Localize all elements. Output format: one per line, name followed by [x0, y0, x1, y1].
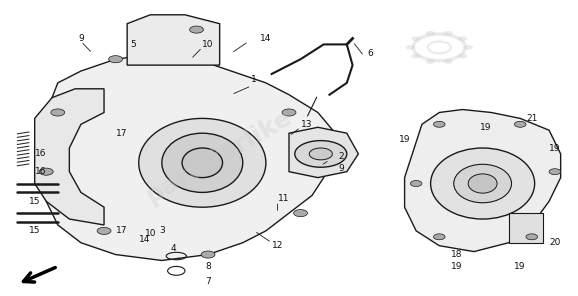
- Ellipse shape: [431, 148, 535, 219]
- Text: 3: 3: [159, 226, 165, 235]
- Polygon shape: [35, 53, 335, 260]
- Circle shape: [51, 109, 65, 116]
- Circle shape: [282, 109, 296, 116]
- Circle shape: [426, 31, 435, 36]
- Text: 16: 16: [35, 167, 46, 176]
- Circle shape: [406, 45, 415, 50]
- Text: 9: 9: [338, 164, 344, 173]
- Circle shape: [309, 148, 332, 160]
- Circle shape: [434, 234, 445, 240]
- Circle shape: [410, 181, 422, 186]
- Text: 17: 17: [116, 129, 127, 138]
- Circle shape: [526, 234, 538, 240]
- Text: 21: 21: [526, 114, 538, 123]
- Ellipse shape: [468, 174, 497, 193]
- Text: 19: 19: [399, 135, 410, 144]
- Polygon shape: [127, 15, 220, 65]
- Circle shape: [97, 227, 111, 234]
- Text: 5: 5: [130, 40, 136, 49]
- Text: 4: 4: [171, 244, 176, 253]
- Circle shape: [426, 59, 435, 64]
- Text: 16: 16: [35, 149, 46, 158]
- Circle shape: [294, 210, 307, 217]
- Circle shape: [458, 54, 467, 58]
- Text: 15: 15: [29, 197, 40, 206]
- Circle shape: [434, 121, 445, 127]
- Text: 18: 18: [451, 250, 462, 259]
- Ellipse shape: [139, 118, 266, 207]
- Text: 19: 19: [451, 262, 462, 271]
- Text: 12: 12: [272, 241, 283, 250]
- Text: 10: 10: [202, 40, 214, 49]
- Circle shape: [39, 168, 53, 175]
- Circle shape: [514, 121, 526, 127]
- Text: 14: 14: [139, 235, 150, 244]
- Text: 2: 2: [338, 152, 344, 161]
- Circle shape: [458, 36, 467, 41]
- Circle shape: [443, 31, 453, 36]
- Text: 11: 11: [277, 194, 289, 203]
- Text: 19: 19: [549, 144, 561, 152]
- Circle shape: [190, 26, 203, 33]
- Text: 14: 14: [260, 34, 272, 43]
- FancyBboxPatch shape: [509, 213, 543, 243]
- Polygon shape: [289, 127, 358, 178]
- Circle shape: [464, 45, 473, 50]
- Text: 20: 20: [549, 238, 561, 247]
- Ellipse shape: [162, 133, 243, 192]
- Text: 10: 10: [144, 229, 156, 238]
- Circle shape: [549, 169, 561, 175]
- Text: 19: 19: [514, 262, 526, 271]
- Text: 17: 17: [116, 226, 127, 235]
- Text: 13: 13: [301, 120, 312, 129]
- Ellipse shape: [454, 164, 512, 203]
- Circle shape: [295, 141, 347, 167]
- Text: 19: 19: [480, 123, 491, 132]
- Text: 1: 1: [251, 75, 257, 84]
- Circle shape: [201, 251, 215, 258]
- Polygon shape: [35, 89, 104, 225]
- Text: 15: 15: [29, 226, 40, 235]
- Circle shape: [412, 54, 421, 58]
- Text: partsforlike: partsforlike: [142, 105, 297, 208]
- Circle shape: [443, 59, 453, 64]
- Text: 9: 9: [78, 34, 84, 43]
- Text: 6: 6: [367, 49, 373, 58]
- Text: 7: 7: [205, 277, 211, 286]
- Text: 8: 8: [205, 262, 211, 271]
- Circle shape: [412, 36, 421, 41]
- Polygon shape: [405, 110, 561, 252]
- Ellipse shape: [182, 148, 223, 178]
- Circle shape: [109, 56, 123, 63]
